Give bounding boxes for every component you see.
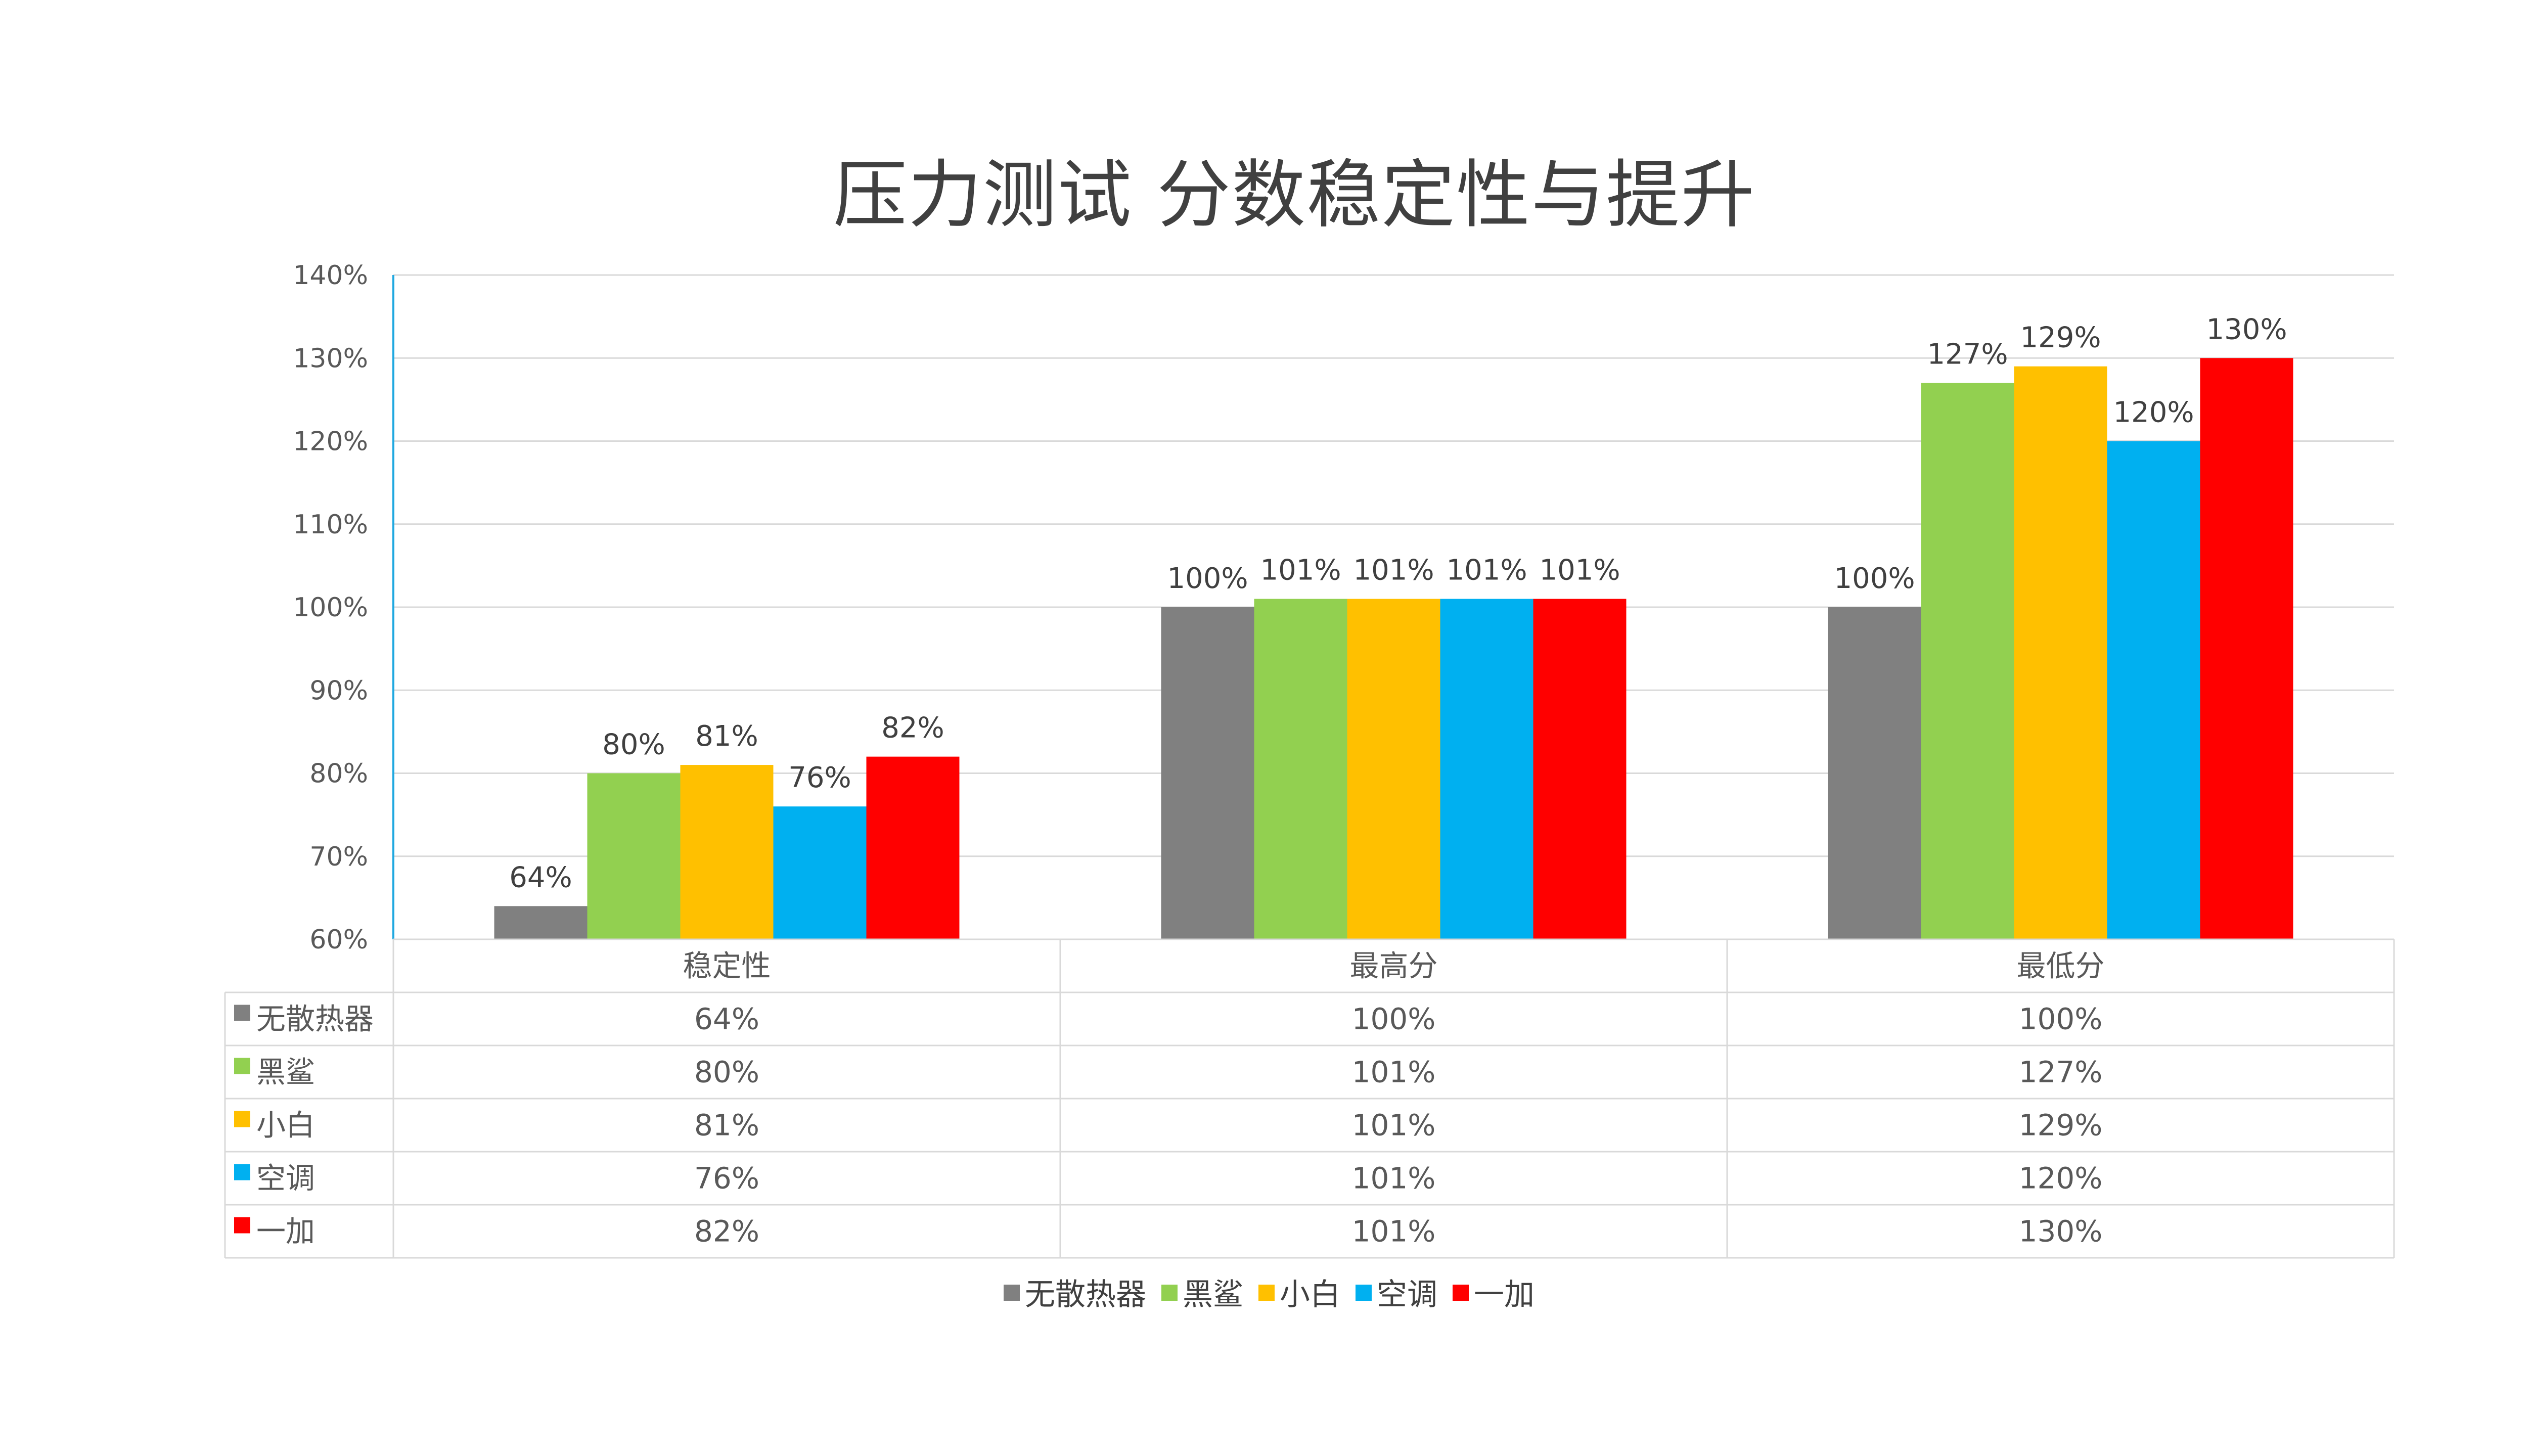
table-legend-key	[234, 1164, 250, 1180]
bar	[1828, 607, 1921, 939]
bar	[773, 806, 867, 939]
y-tick-label: 60%	[309, 925, 368, 955]
bar	[866, 756, 960, 939]
y-tick-label: 110%	[293, 510, 368, 540]
bar	[2200, 358, 2293, 939]
data-label: 101%	[1353, 554, 1434, 587]
legend-key	[1258, 1285, 1275, 1301]
table-cell-value: 76%	[694, 1161, 759, 1196]
table-cell-value: 101%	[1352, 1161, 1436, 1196]
table-cell-value: 130%	[2019, 1214, 2103, 1249]
x-tick-label: 稳定性	[683, 949, 771, 983]
table-series-name: 空调	[256, 1161, 315, 1196]
table-cell-value: 81%	[694, 1108, 759, 1143]
x-tick-label: 最低分	[2016, 949, 2104, 983]
data-label: 120%	[2113, 396, 2194, 429]
legend-label: 一加	[1474, 1277, 1534, 1312]
data-label: 101%	[1539, 554, 1620, 587]
data-label: 82%	[881, 712, 944, 745]
table-series-name: 小白	[256, 1108, 315, 1143]
table-cell-value: 100%	[2019, 1002, 2103, 1036]
chart-title: 压力测试 分数稳定性与提升	[833, 152, 1756, 238]
data-label: 101%	[1260, 554, 1341, 587]
data-label: 101%	[1446, 554, 1527, 587]
legend-key	[1356, 1285, 1372, 1301]
legend-label: 无散热器	[1025, 1277, 1146, 1312]
data-label: 64%	[509, 861, 572, 894]
bar	[1440, 599, 1533, 939]
data-label: 100%	[1167, 562, 1248, 595]
table-legend-key	[234, 1005, 250, 1021]
data-label: 80%	[602, 729, 665, 761]
table-cell-value: 101%	[1352, 1214, 1436, 1249]
table-cell-value: 101%	[1352, 1108, 1436, 1143]
bar	[1254, 599, 1347, 939]
y-tick-label: 140%	[293, 260, 368, 291]
table-cell-value: 129%	[2019, 1108, 2103, 1143]
table-cell-value: 100%	[1352, 1002, 1436, 1036]
legend-key	[1453, 1285, 1469, 1301]
bar	[494, 906, 588, 939]
legend-label: 黑鲨	[1183, 1277, 1243, 1312]
bar	[1921, 383, 2014, 939]
table-cell-value: 82%	[694, 1214, 759, 1249]
legend-label: 小白	[1280, 1277, 1340, 1312]
bar	[587, 773, 681, 939]
data-label: 76%	[788, 761, 851, 794]
x-tick-label: 最高分	[1349, 949, 1437, 983]
table-series-name: 一加	[256, 1214, 315, 1249]
table-series-name: 无散热器	[256, 1002, 374, 1036]
legend-key	[1004, 1285, 1020, 1301]
y-tick-label: 130%	[293, 343, 368, 374]
data-label: 81%	[695, 720, 758, 753]
table-cell-value: 64%	[694, 1002, 759, 1036]
table-cell-value: 80%	[694, 1055, 759, 1089]
legend-label: 空调	[1377, 1277, 1437, 1312]
bar	[1161, 607, 1254, 939]
bar	[1533, 599, 1627, 939]
y-tick-label: 80%	[309, 759, 368, 789]
bar	[2014, 366, 2107, 939]
bar	[2107, 441, 2200, 939]
y-tick-label: 100%	[293, 593, 368, 623]
table-cell-value: 101%	[1352, 1055, 1436, 1089]
table-legend-key	[234, 1111, 250, 1127]
data-label: 100%	[1834, 562, 1915, 595]
data-label: 129%	[2020, 322, 2101, 354]
y-tick-label: 70%	[309, 842, 368, 872]
legend-key	[1161, 1285, 1178, 1301]
data-label: 127%	[1927, 338, 2008, 371]
data-label: 130%	[2206, 313, 2287, 346]
y-tick-label: 120%	[293, 427, 368, 457]
table-legend-key	[234, 1058, 250, 1074]
bar	[680, 765, 774, 939]
table-legend-key	[234, 1217, 250, 1234]
table-cell-value: 120%	[2019, 1161, 2103, 1196]
bar	[1347, 599, 1440, 939]
table-series-name: 黑鲨	[256, 1055, 315, 1089]
y-tick-label: 90%	[309, 675, 368, 706]
table-cell-value: 127%	[2019, 1055, 2103, 1089]
